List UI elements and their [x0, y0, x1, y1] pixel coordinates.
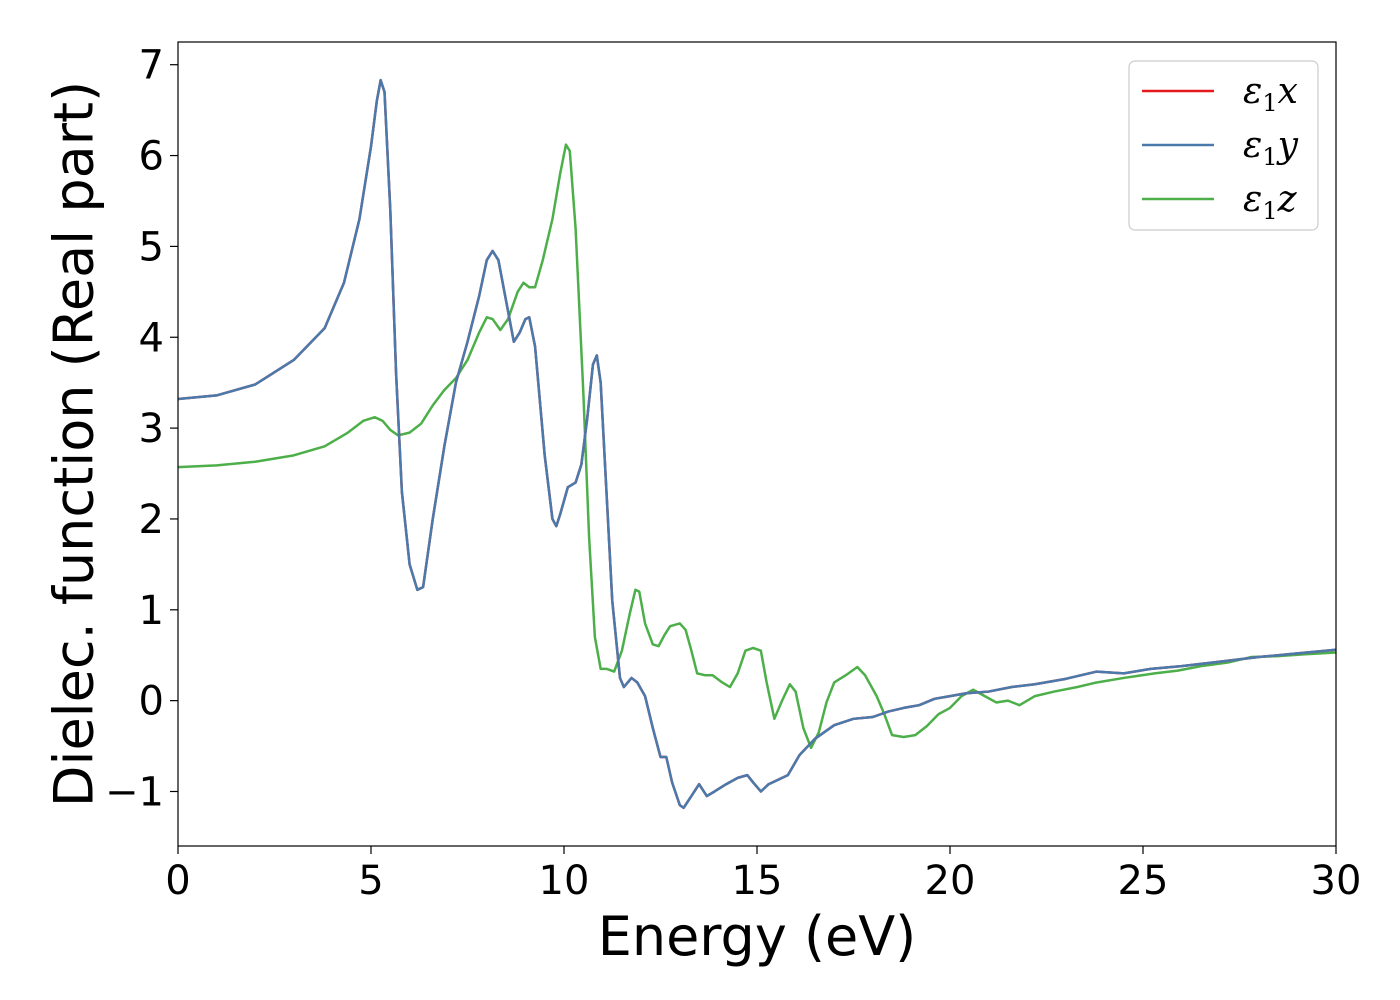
- legend-box: [1128, 60, 1319, 231]
- y-tick-label: 4: [139, 315, 164, 361]
- legend: ε1x ε1y ε1z: [1128, 60, 1319, 231]
- y-tick-label: −1: [105, 769, 164, 815]
- y-tick-label: 3: [139, 406, 164, 452]
- legend-label-z: ε1z: [1243, 179, 1298, 225]
- x-tick-label: 20: [925, 858, 976, 904]
- y-tick-label: 7: [139, 43, 164, 89]
- x-tick-label: 30: [1311, 858, 1362, 904]
- y-ticks: −1 0 1 2 3 4 5 6 7: [105, 43, 178, 815]
- y-tick-label: 6: [139, 134, 164, 180]
- y-tick-label: 0: [139, 679, 164, 725]
- y-tick-label: 1: [139, 588, 164, 634]
- series-line-y: [178, 78, 1336, 810]
- x-axis-title: Energy (eV): [598, 905, 917, 968]
- x-tick-label: 25: [1118, 858, 1169, 904]
- x-tick-label: 0: [165, 858, 190, 904]
- y-tick-label: 5: [139, 224, 164, 270]
- x-tick-label: 5: [358, 858, 383, 904]
- series-line-z: [178, 143, 1336, 750]
- x-ticks: 0 5 10 15 20 25 30: [165, 846, 1361, 904]
- x-tick-label: 15: [732, 858, 783, 904]
- legend-label-x: ε1x: [1243, 71, 1298, 117]
- legend-label-y: ε1y: [1243, 125, 1299, 171]
- y-tick-label: 2: [139, 497, 164, 543]
- y-axis-title: Dielec. function (Real part): [43, 81, 106, 807]
- plot-lines: [178, 78, 1336, 810]
- x-tick-label: 10: [539, 858, 590, 904]
